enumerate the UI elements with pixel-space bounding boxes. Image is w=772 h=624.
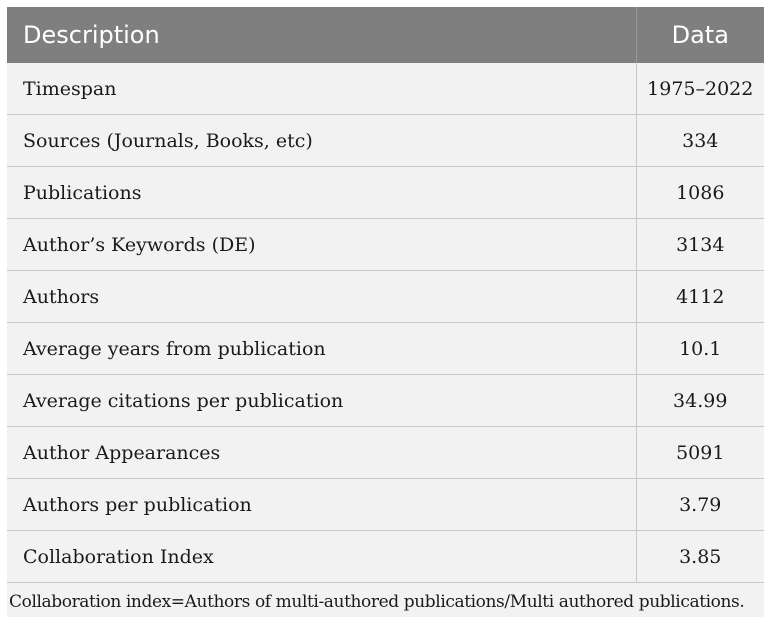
row-description: Average years from publication — [7, 322, 636, 375]
table-row: Timespan 1975–2022 — [7, 63, 764, 115]
table-row: Author Appearances 5091 — [7, 426, 764, 479]
row-description: Sources (Journals, Books, etc) — [7, 114, 636, 167]
table-row: Average years from publication 10.1 — [7, 322, 764, 375]
row-value: 4112 — [635, 270, 764, 323]
row-description: Collaboration Index — [7, 530, 636, 583]
table-row: Sources (Journals, Books, etc) 334 — [7, 114, 764, 167]
row-value: 1975–2022 — [635, 63, 764, 115]
row-description: Author’s Keywords (DE) — [7, 218, 636, 271]
row-value: 34.99 — [635, 374, 764, 427]
table-row: Average citations per publication 34.99 — [7, 374, 764, 427]
row-value: 10.1 — [635, 322, 764, 375]
header-data: Data — [635, 7, 764, 63]
row-value: 3.85 — [635, 530, 764, 583]
table-frame: Description Data Timespan 1975–2022 Sour… — [7, 7, 764, 617]
row-value: 1086 — [635, 166, 764, 219]
header-description: Description — [7, 7, 636, 63]
table-row: Authors 4112 — [7, 270, 764, 323]
table-footnote: Collaboration index=Authors of multi-aut… — [9, 592, 745, 612]
row-value: 3.79 — [635, 478, 764, 531]
row-description: Average citations per publication — [7, 374, 636, 427]
row-description: Publications — [7, 166, 636, 219]
row-description: Authors — [7, 270, 636, 323]
summary-table: Description Data Timespan 1975–2022 Sour… — [7, 7, 764, 583]
row-value: 3134 — [635, 218, 764, 271]
table-header-row: Description Data — [7, 7, 764, 63]
row-description: Author Appearances — [7, 426, 636, 479]
table-row: Collaboration Index 3.85 — [7, 530, 764, 583]
row-value: 5091 — [635, 426, 764, 479]
table-row: Author’s Keywords (DE) 3134 — [7, 218, 764, 271]
table-row: Authors per publication 3.79 — [7, 478, 764, 531]
table-row: Publications 1086 — [7, 166, 764, 219]
row-value: 334 — [635, 114, 764, 167]
row-description: Authors per publication — [7, 478, 636, 531]
row-description: Timespan — [7, 63, 636, 115]
